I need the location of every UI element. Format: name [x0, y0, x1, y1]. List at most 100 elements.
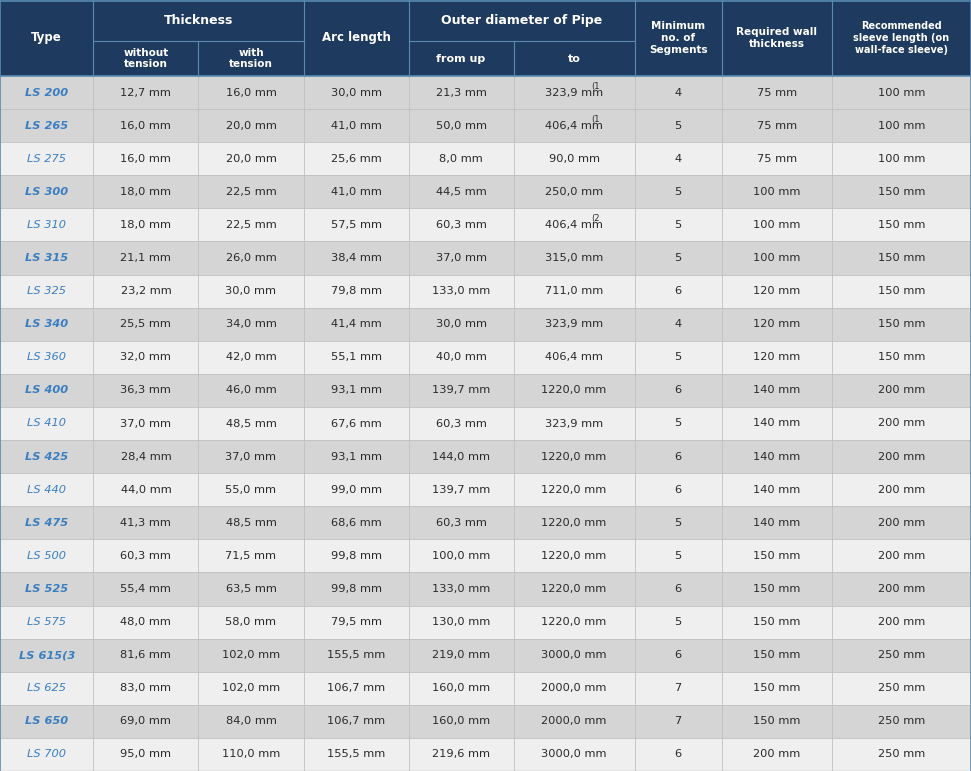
Text: from up: from up [437, 53, 486, 63]
Text: to: to [568, 53, 581, 63]
Text: 2000,0 mm: 2000,0 mm [542, 716, 607, 726]
Text: 37,0 mm: 37,0 mm [120, 419, 172, 429]
Text: 250 mm: 250 mm [878, 749, 925, 759]
Text: 6: 6 [675, 452, 682, 462]
Text: 5: 5 [675, 220, 682, 230]
Bar [0, 341, 971, 374]
Text: 100 mm: 100 mm [878, 120, 925, 130]
Text: 250 mm: 250 mm [878, 716, 925, 726]
Text: 32,0 mm: 32,0 mm [120, 352, 171, 362]
Text: 150 mm: 150 mm [878, 352, 925, 362]
Text: 60,3 mm: 60,3 mm [436, 518, 486, 528]
Text: 60,3 mm: 60,3 mm [436, 220, 486, 230]
Text: 7: 7 [675, 683, 682, 693]
Text: 44,0 mm: 44,0 mm [120, 485, 171, 495]
Text: 71,5 mm: 71,5 mm [225, 551, 277, 561]
Text: 100 mm: 100 mm [753, 253, 800, 263]
Text: 20,0 mm: 20,0 mm [225, 120, 277, 130]
Text: 25,5 mm: 25,5 mm [120, 319, 171, 329]
Text: 48,5 mm: 48,5 mm [225, 518, 277, 528]
Text: 250 mm: 250 mm [878, 683, 925, 693]
Text: 200 mm: 200 mm [878, 452, 925, 462]
Text: 155,5 mm: 155,5 mm [327, 749, 385, 759]
Text: 106,7 mm: 106,7 mm [327, 716, 385, 726]
Text: 60,3 mm: 60,3 mm [120, 551, 171, 561]
Bar [0, 308, 971, 341]
Text: 95,0 mm: 95,0 mm [120, 749, 172, 759]
Text: 83,0 mm: 83,0 mm [120, 683, 172, 693]
Text: 5: 5 [675, 352, 682, 362]
Text: 140 mm: 140 mm [753, 419, 800, 429]
Text: Required wall
thickness: Required wall thickness [736, 27, 818, 49]
Text: 150 mm: 150 mm [878, 220, 925, 230]
Text: 1220,0 mm: 1220,0 mm [542, 584, 607, 594]
Text: 219,0 mm: 219,0 mm [432, 650, 490, 660]
Text: 150 mm: 150 mm [753, 551, 800, 561]
Text: 84,0 mm: 84,0 mm [225, 716, 277, 726]
Text: 1220,0 mm: 1220,0 mm [542, 452, 607, 462]
Text: 55,1 mm: 55,1 mm [330, 352, 382, 362]
Text: 6: 6 [675, 749, 682, 759]
Bar [0, 374, 971, 407]
Text: 140 mm: 140 mm [753, 386, 800, 396]
Text: 22,5 mm: 22,5 mm [225, 187, 277, 197]
Bar [0, 175, 971, 208]
Text: 30,0 mm: 30,0 mm [436, 319, 486, 329]
Text: 48,0 mm: 48,0 mm [120, 617, 171, 627]
Text: 90,0 mm: 90,0 mm [549, 153, 600, 163]
Text: 28,4 mm: 28,4 mm [120, 452, 171, 462]
Text: 5: 5 [675, 120, 682, 130]
Text: 200 mm: 200 mm [878, 617, 925, 627]
Text: LS 300: LS 300 [25, 187, 68, 197]
Text: 133,0 mm: 133,0 mm [432, 584, 490, 594]
Text: 200 mm: 200 mm [878, 551, 925, 561]
Text: LS 410: LS 410 [27, 419, 66, 429]
Text: with
tension: with tension [229, 48, 273, 69]
Text: 4: 4 [675, 319, 682, 329]
Text: 406,4 mm: 406,4 mm [545, 352, 603, 362]
Text: 16,0 mm: 16,0 mm [225, 88, 277, 98]
Text: 140 mm: 140 mm [753, 485, 800, 495]
Text: 1220,0 mm: 1220,0 mm [542, 386, 607, 396]
Text: LS 615(3: LS 615(3 [18, 650, 75, 660]
Text: LS 325: LS 325 [27, 286, 66, 296]
Text: Recommended
sleeve length (on
wall-face sleeve): Recommended sleeve length (on wall-face … [854, 22, 950, 55]
Text: 93,1 mm: 93,1 mm [330, 386, 382, 396]
Text: 323,9 mm: 323,9 mm [545, 319, 603, 329]
Text: 130,0 mm: 130,0 mm [432, 617, 490, 627]
Text: 18,0 mm: 18,0 mm [120, 187, 172, 197]
Text: 150 mm: 150 mm [878, 319, 925, 329]
Text: 21,1 mm: 21,1 mm [120, 253, 171, 263]
Text: Type: Type [31, 32, 62, 45]
Text: 200 mm: 200 mm [878, 485, 925, 495]
Text: 38,4 mm: 38,4 mm [330, 253, 382, 263]
Text: 50,0 mm: 50,0 mm [436, 120, 486, 130]
Bar [0, 407, 971, 440]
Bar [0, 473, 971, 507]
Bar [0, 605, 971, 638]
Text: 75 mm: 75 mm [756, 153, 797, 163]
Text: without
tension: without tension [123, 48, 169, 69]
Text: 44,5 mm: 44,5 mm [436, 187, 486, 197]
Text: 8,0 mm: 8,0 mm [439, 153, 483, 163]
Bar [0, 76, 971, 109]
Text: 100,0 mm: 100,0 mm [432, 551, 490, 561]
Text: 5: 5 [675, 187, 682, 197]
Text: 100 mm: 100 mm [878, 88, 925, 98]
Text: 250,0 mm: 250,0 mm [545, 187, 603, 197]
Text: LS 625: LS 625 [27, 683, 66, 693]
Text: 200 mm: 200 mm [878, 386, 925, 396]
Text: 23,2 mm: 23,2 mm [120, 286, 171, 296]
Text: 25,6 mm: 25,6 mm [331, 153, 382, 163]
Text: 41,4 mm: 41,4 mm [331, 319, 382, 329]
Text: 16,0 mm: 16,0 mm [120, 120, 171, 130]
Text: LS 500: LS 500 [27, 551, 66, 561]
Text: 2000,0 mm: 2000,0 mm [542, 683, 607, 693]
Text: 5: 5 [675, 253, 682, 263]
Bar [0, 705, 971, 738]
Text: 150 mm: 150 mm [878, 253, 925, 263]
Text: 200 mm: 200 mm [878, 584, 925, 594]
Text: 160,0 mm: 160,0 mm [432, 716, 490, 726]
Text: LS 575: LS 575 [27, 617, 66, 627]
Text: 160,0 mm: 160,0 mm [432, 683, 490, 693]
